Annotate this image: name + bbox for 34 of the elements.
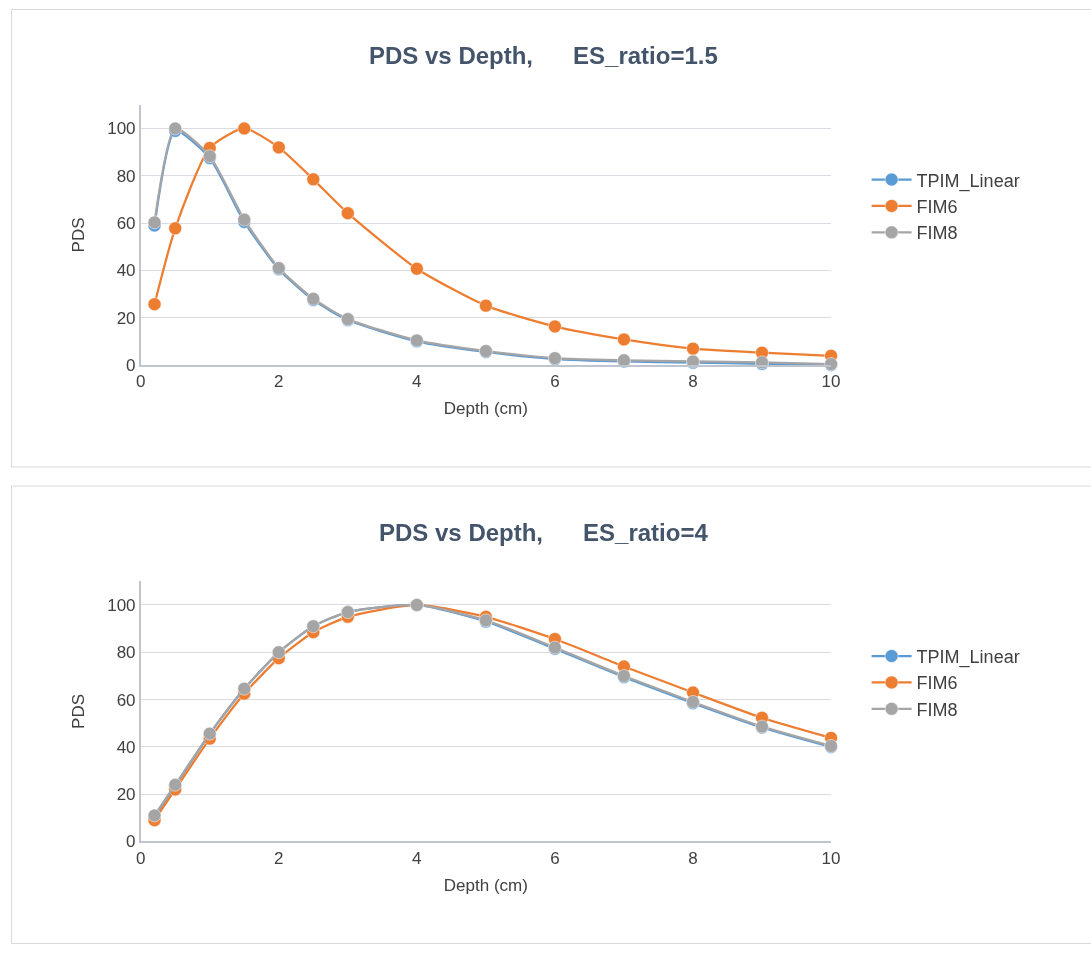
legend-label: FIM6: [916, 673, 958, 694]
y-tick-label: 0: [126, 832, 136, 852]
x-tick-label: 8: [688, 848, 698, 868]
y-tick-label: 20: [116, 785, 136, 805]
y-tick-label: 80: [116, 166, 136, 186]
legend-label: FIM8: [916, 699, 958, 720]
chart-title: PDS vs Depth, ES_ratio=4: [379, 519, 709, 546]
x-tick-label: 2: [274, 372, 284, 392]
y-tick-label: 40: [116, 737, 136, 757]
x-tick-label: 2: [274, 848, 284, 868]
y-axis-title: PDS: [69, 217, 89, 253]
x-tick-label: 4: [412, 848, 422, 868]
x-tick-label: 10: [821, 372, 841, 392]
x-tick-label: 10: [821, 848, 841, 868]
y-tick-label: 20: [116, 308, 136, 328]
y-tick-label: 100: [107, 595, 136, 615]
y-tick-label: 0: [126, 355, 136, 375]
x-tick-label: 6: [550, 848, 560, 868]
y-axis-title: PDS: [69, 693, 89, 729]
y-tick-label: 100: [107, 119, 136, 139]
x-axis-title: Depth (cm): [443, 875, 528, 895]
y-tick-label: 40: [116, 261, 136, 281]
x-tick-label: 8: [688, 372, 698, 392]
legend-label: TPIM_Linear: [916, 647, 1020, 669]
legend-label: FIM6: [916, 196, 958, 217]
y-tick-label: 60: [116, 214, 136, 234]
y-tick-label: 80: [116, 643, 136, 663]
x-axis-title: Depth (cm): [443, 399, 528, 419]
x-tick-label: 6: [550, 372, 560, 392]
legend-label: FIM8: [916, 223, 958, 244]
x-tick-label: 4: [412, 372, 422, 392]
chart-title: PDS vs Depth, ES_ratio=1.5: [369, 42, 718, 69]
y-tick-label: 60: [116, 690, 136, 710]
legend-label: TPIM_Linear: [916, 170, 1020, 192]
